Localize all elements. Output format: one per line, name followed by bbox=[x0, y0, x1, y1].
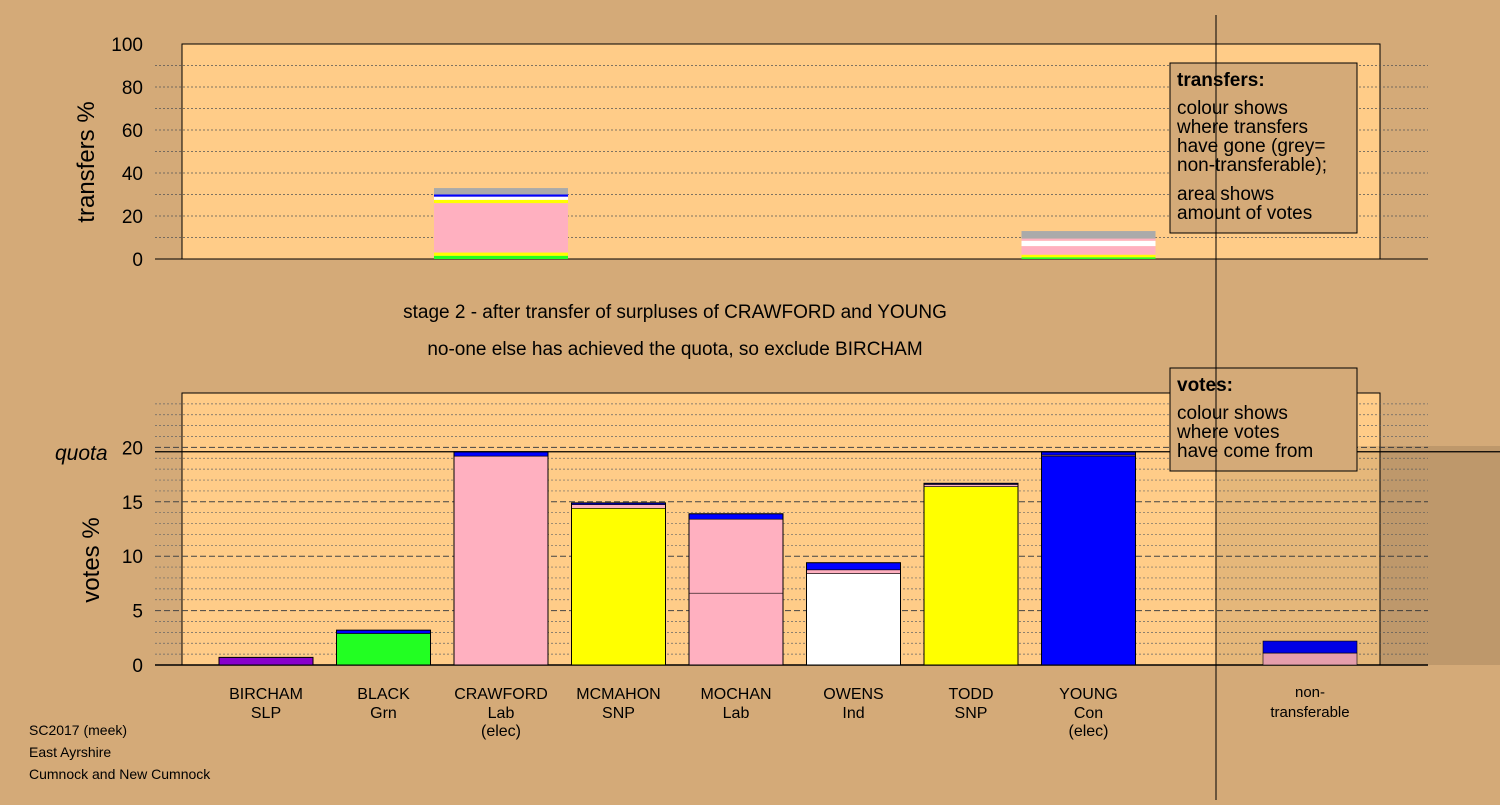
transfer-segment bbox=[434, 188, 568, 195]
candidate-party: SNP bbox=[955, 705, 988, 722]
transfer-segment bbox=[434, 255, 568, 259]
votes-tick-label: 0 bbox=[132, 656, 143, 677]
non-transferable-segment bbox=[1262, 640, 1358, 654]
shaded-region bbox=[1216, 446, 1500, 665]
votes-legend-line: colour shows bbox=[1177, 403, 1288, 424]
vote-segment bbox=[806, 573, 901, 666]
transfer-segment bbox=[434, 196, 568, 200]
transfers-legend-line: where transfers bbox=[1176, 117, 1308, 138]
transfers-tick-label: 80 bbox=[122, 78, 143, 99]
transfer-segment bbox=[434, 199, 568, 204]
footer-council: East Ayrshire bbox=[29, 744, 112, 760]
transfer-segment bbox=[434, 194, 568, 197]
candidate-note: (elec) bbox=[481, 723, 521, 740]
vote-segment bbox=[453, 455, 549, 666]
transfers-legend-line: non-transferable); bbox=[1177, 155, 1327, 176]
transfer-segment bbox=[1021, 240, 1156, 247]
transfers-tick-label: 0 bbox=[132, 250, 143, 271]
candidate-bar bbox=[923, 482, 1019, 666]
vote-segment bbox=[688, 518, 784, 594]
transfer-segment bbox=[1021, 231, 1156, 239]
transfers-legend-line: colour shows bbox=[1177, 98, 1288, 119]
candidate-name: MCMAHON bbox=[576, 686, 660, 703]
stage-title: stage 2 - after transfer of surpluses of… bbox=[403, 302, 947, 323]
vote-segment bbox=[218, 657, 314, 666]
transfers-legend-line: amount of votes bbox=[1177, 203, 1312, 224]
votes-tick-label: 10 bbox=[122, 547, 143, 568]
vote-segment bbox=[571, 508, 666, 666]
candidate-name: YOUNG bbox=[1059, 686, 1118, 703]
candidate-name: MOCHAN bbox=[700, 686, 771, 703]
candidate-bar bbox=[571, 502, 666, 666]
footer-ward: Cumnock and New Cumnock bbox=[29, 766, 211, 782]
transfers-tick-label: 40 bbox=[122, 164, 143, 185]
transfer-segment bbox=[1021, 246, 1156, 255]
votes-tick-label: 15 bbox=[122, 493, 143, 514]
votes-legend-line: where votes bbox=[1176, 422, 1279, 443]
transfers-legend-box bbox=[1169, 62, 1358, 234]
stage-subtitle: no-one else has achieved the quota, so e… bbox=[427, 339, 922, 360]
candidate-name: BIRCHAM bbox=[229, 686, 303, 703]
transfer-segment bbox=[1021, 238, 1156, 241]
candidate-bar bbox=[688, 513, 784, 666]
candidate-bar bbox=[806, 562, 901, 666]
transfers-legend-line: area shows bbox=[1177, 184, 1274, 205]
candidate-note: (elec) bbox=[1068, 723, 1108, 740]
vote-segment bbox=[688, 592, 784, 666]
candidate-party: Con bbox=[1074, 705, 1103, 722]
vote-segment bbox=[571, 504, 666, 509]
transfers-tick-label: 20 bbox=[122, 207, 143, 228]
candidate-party: Lab bbox=[723, 705, 750, 722]
vote-segment bbox=[1041, 455, 1136, 666]
vote-segment bbox=[336, 633, 431, 666]
transfers-tick-label: 60 bbox=[122, 121, 143, 142]
quota-label: quota bbox=[55, 442, 108, 465]
vote-segment bbox=[453, 451, 549, 457]
votes-legend-title: votes: bbox=[1177, 375, 1233, 396]
non-transferable-label: transferable bbox=[1270, 704, 1349, 721]
transfers-legend-line: have gone (grey= bbox=[1177, 136, 1325, 157]
votes-tick-label: 20 bbox=[122, 438, 143, 459]
vote-segment bbox=[923, 484, 1019, 487]
vote-segment bbox=[806, 569, 901, 574]
candidate-party: Ind bbox=[842, 705, 864, 722]
transfers-axis-label: transfers % bbox=[73, 101, 100, 222]
candidate-party: SLP bbox=[251, 705, 281, 722]
candidate-party: Grn bbox=[370, 705, 397, 722]
transfer-segment bbox=[1021, 257, 1156, 259]
transfers-tick-label: 100 bbox=[111, 35, 143, 56]
candidate-name: OWENS bbox=[823, 686, 883, 703]
candidate-name: CRAWFORD bbox=[454, 686, 548, 703]
vote-segment bbox=[806, 562, 901, 571]
candidate-party: Lab bbox=[488, 705, 515, 722]
vote-segment bbox=[688, 513, 784, 520]
candidate-name: TODD bbox=[948, 686, 993, 703]
votes-tick-label: 5 bbox=[132, 602, 143, 623]
candidate-bar bbox=[336, 629, 431, 666]
votes-axis-label: votes % bbox=[78, 517, 105, 602]
transfers-legend-title: transfers: bbox=[1177, 70, 1265, 91]
candidate-bar bbox=[218, 656, 314, 666]
candidate-name: BLACK bbox=[357, 686, 410, 703]
votes-legend-box bbox=[1169, 367, 1358, 472]
vote-segment bbox=[923, 486, 1019, 666]
transfer-segment bbox=[1021, 254, 1156, 258]
candidate-party: SNP bbox=[602, 705, 635, 722]
transfer-segment bbox=[434, 203, 568, 253]
votes-legend-line: have come from bbox=[1177, 441, 1313, 462]
transfer-segment bbox=[434, 252, 568, 256]
footer-method: SC2017 (meek) bbox=[29, 722, 128, 738]
non-transferable-label: non- bbox=[1295, 684, 1325, 701]
